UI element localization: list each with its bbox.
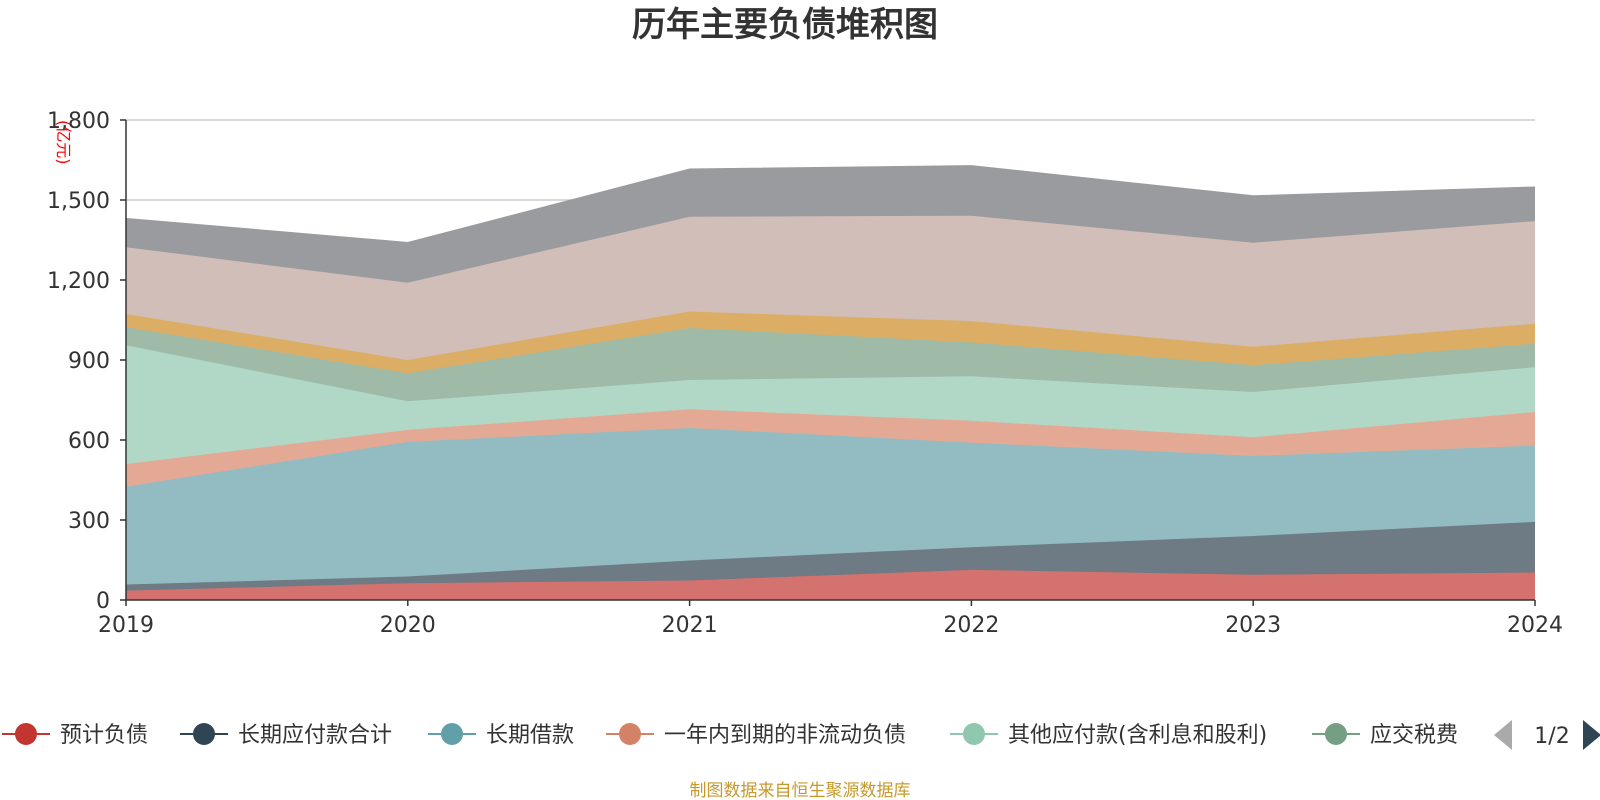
legend-label: 长期借款 [486,723,574,748]
legend-item[interactable]: 长期借款 [428,723,574,748]
legend-item[interactable]: 长期应付款合计 [180,723,392,748]
legend-marker [15,723,37,745]
legend-label: 应交税费 [1370,723,1458,748]
x-tick-label: 2023 [1225,613,1281,638]
y-axis-unit-label: (亿元) [54,120,73,165]
line-应交税费 [125,326,1536,375]
x-tick-label: 2022 [943,613,999,638]
y-tick-label: 1,500 [47,189,110,214]
x-tick-label: 2020 [380,613,436,638]
legend-item[interactable]: 应交税费 [1312,723,1458,748]
area-其他应付款(含利息和股利) [126,345,1535,464]
y-tick-label: 600 [68,429,110,454]
x-tick-label: 2021 [662,613,718,638]
legend-item[interactable]: 其他应付款(含利息和股利) [950,723,1267,748]
legend-label: 长期应付款合计 [238,723,392,748]
legend-prev-page-icon[interactable] [1494,720,1512,750]
legend-marker [1325,723,1347,745]
x-tick-label: 2019 [98,613,154,638]
chart-title: 历年主要负债堆积图 [632,5,938,45]
y-tick-label: 300 [68,509,110,534]
y-tick-label: 1,800 [47,109,110,134]
legend-pager: 1/2 [1494,720,1600,750]
area-预计负债 [126,569,1535,600]
area-长期借款 [126,428,1535,585]
axis-layer: 0 300 600 900 1,200 1,500 1,800 2019 2020 2021 202… [47,109,1563,638]
area-一年内到期的非流动负债 [126,409,1535,487]
legend-page-indicator: 1/2 [1534,724,1569,749]
y-tick-label: 900 [68,349,110,374]
legend-next-page-icon[interactable] [1583,720,1600,750]
legend: 预计负债 长期应付款合计 长期借款 一年内到期的非流动负债 其他应付款(含利息和股利) 应… [2,723,1458,748]
area-应付账款 [126,311,1535,374]
line-其他 [125,165,1536,244]
legend-label: 其他应付款(含利息和股利) [1008,723,1267,748]
x-tick-label: 2024 [1507,613,1563,638]
legend-marker [193,723,215,745]
area-合同负债 [126,215,1535,360]
area-layer [125,165,1536,600]
legend-marker [619,723,641,745]
legend-marker [441,723,463,745]
legend-item[interactable]: 一年内到期的非流动负债 [606,723,906,748]
legend-item[interactable]: 预计负债 [2,723,148,748]
legend-label: 预计负债 [60,723,148,748]
area-应交税费 [126,327,1535,402]
legend-label: 一年内到期的非流动负债 [664,723,906,748]
data-source-note: 制图数据来自恒生聚源数据库 [690,781,911,800]
area-其他 [126,165,1535,283]
y-tick-label: 0 [96,589,110,614]
legend-marker [963,723,985,745]
y-tick-label: 1,200 [47,269,110,294]
